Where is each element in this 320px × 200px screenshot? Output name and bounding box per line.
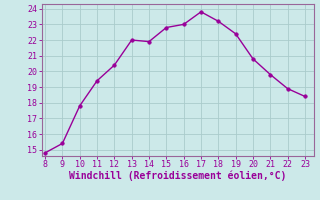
X-axis label: Windchill (Refroidissement éolien,°C): Windchill (Refroidissement éolien,°C) bbox=[69, 171, 286, 181]
